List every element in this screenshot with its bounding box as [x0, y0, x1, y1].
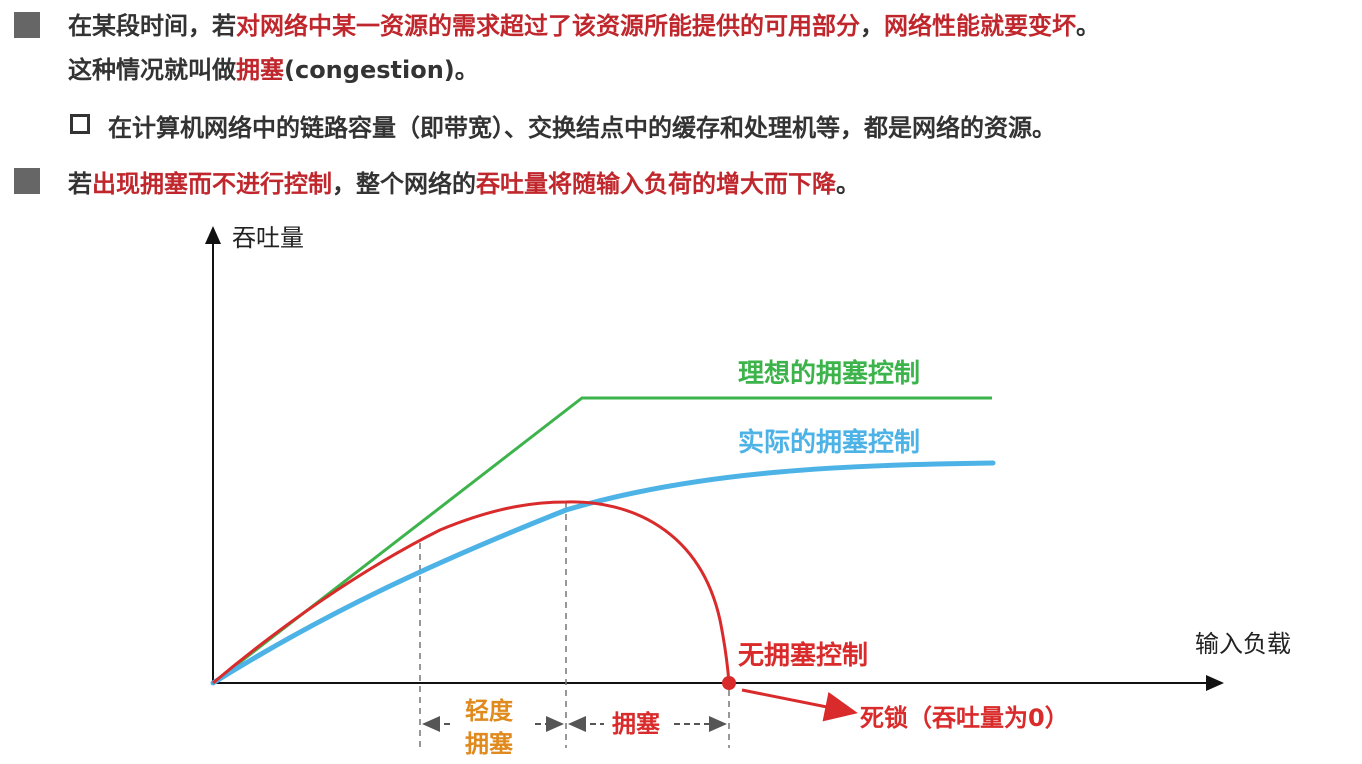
bullet-1-text-b: ， — [860, 12, 884, 40]
deadlock-annotation-arrow — [741, 688, 858, 722]
bullet-1-highlight-a: 对网络中某一资源的需求超过了该资源所能提供的可用部分 — [236, 12, 860, 40]
square-bullet-icon — [14, 12, 40, 38]
sub-bullet-text: 在计算机网络中的链路容量（即带宽）、交换结点中的缓存和处理机等，都是网络的资源。 — [108, 108, 1056, 143]
bullet-2-text-c: 。 — [836, 170, 860, 198]
bullet-2-text-a: 若 — [68, 170, 92, 198]
actual-series-label: 实际的拥塞控制 — [738, 427, 920, 458]
no-control-series-line — [212, 500, 731, 685]
bullet-2-text-b: ，整个网络的 — [332, 170, 476, 198]
bullet-1-line-2: 这种情况就叫做拥塞(congestion)。 — [68, 50, 479, 85]
deadlock-point — [722, 676, 736, 690]
bullet-1-highlight-b: 网络性能就要变坏 — [884, 12, 1076, 40]
bullet-1-line-1: 在某段时间，若对网络中某一资源的需求超过了该资源所能提供的可用部分，网络性能就要… — [68, 6, 1100, 41]
ideal-series-line — [212, 396, 992, 685]
mild-congestion-label-1: 轻度 — [465, 697, 514, 725]
y-axis-label: 吞吐量 — [232, 224, 304, 252]
bullet-1-highlight-c: 拥塞 — [236, 56, 284, 84]
mild-congestion-label-2: 拥塞 — [465, 730, 513, 758]
actual-series-line — [210, 460, 996, 686]
bullet-2-highlight-b: 吞吐量将随输入负荷的增大而下降 — [476, 170, 836, 198]
square-bullet-icon — [14, 168, 40, 194]
bullet-2-line: 若出现拥塞而不进行控制，整个网络的吞吐量将随输入负荷的增大而下降。 — [68, 164, 860, 199]
bullet-1-text-d: 这种情况就叫做 — [68, 56, 236, 84]
hollow-square-bullet-icon — [70, 114, 90, 134]
deadlock-label: 死锁（吞吐量为0） — [860, 704, 1069, 732]
ideal-series-label: 理想的拥塞控制 — [738, 358, 920, 389]
congestion-region-label: 拥塞 — [612, 710, 660, 738]
bullet-2-highlight-a: 出现拥塞而不进行控制 — [92, 170, 332, 198]
bullet-1-text-e: (congestion)。 — [284, 56, 479, 84]
bullet-1-text-a: 在某段时间，若 — [68, 12, 236, 40]
bullet-1-text-c: 。 — [1076, 12, 1100, 40]
sub-bullet-label: 在计算机网络中的链路容量（即带宽）、交换结点中的缓存和处理机等，都是网络的资源。 — [108, 114, 1056, 142]
x-axis-label: 输入负载 — [1195, 630, 1291, 658]
no-control-series-label: 无拥塞控制 — [738, 640, 868, 671]
